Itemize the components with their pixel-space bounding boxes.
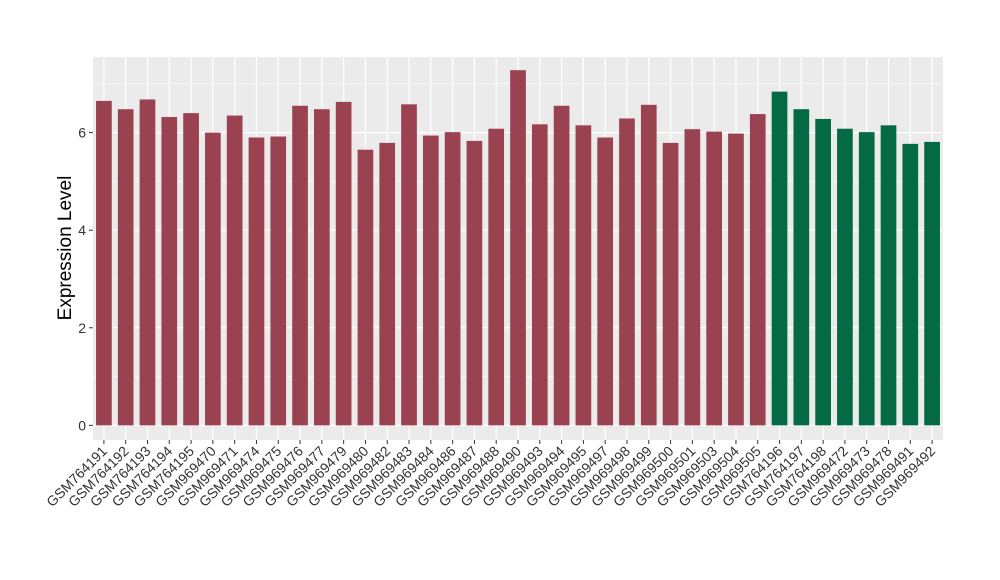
y-tick-label: 2 [78, 320, 86, 336]
bar [815, 118, 831, 426]
bar [793, 109, 810, 426]
bars [96, 70, 940, 426]
bar [858, 132, 875, 426]
bar [117, 109, 134, 426]
bar [640, 104, 657, 426]
bar [335, 101, 352, 426]
bar [531, 124, 548, 426]
bar [510, 70, 526, 426]
bar [706, 131, 722, 426]
bar [314, 109, 330, 426]
bar [401, 104, 417, 426]
bar [357, 149, 374, 426]
bar [837, 128, 853, 426]
bar [226, 115, 243, 426]
bar [466, 140, 483, 426]
y-axis-title: Expression Level [55, 176, 76, 321]
bar [161, 117, 178, 426]
bar [619, 118, 635, 426]
bar [292, 105, 308, 426]
bar [662, 142, 679, 426]
bar [749, 114, 766, 426]
bar [422, 135, 439, 426]
bar [553, 105, 570, 426]
bar [96, 100, 112, 426]
y-axis: 0 2 4 6 [78, 125, 93, 433]
bar [248, 137, 265, 426]
y-tick-label: 4 [78, 222, 86, 238]
bar [139, 99, 156, 426]
bar [183, 113, 199, 426]
bar [488, 128, 505, 426]
bar [902, 143, 919, 426]
x-axis: GSM764191GSM764192GSM764193GSM764194GSM7… [43, 440, 938, 510]
bar [597, 137, 614, 426]
bar [379, 142, 396, 426]
bar [728, 133, 744, 426]
y-tick-label: 0 [78, 417, 86, 433]
bar [771, 91, 788, 426]
y-tick-label: 6 [78, 125, 86, 141]
bar [684, 129, 701, 426]
bar [880, 125, 897, 426]
bar [575, 125, 592, 426]
bar [270, 136, 287, 426]
bar [205, 132, 221, 426]
bar [444, 132, 461, 426]
bar [924, 141, 940, 426]
